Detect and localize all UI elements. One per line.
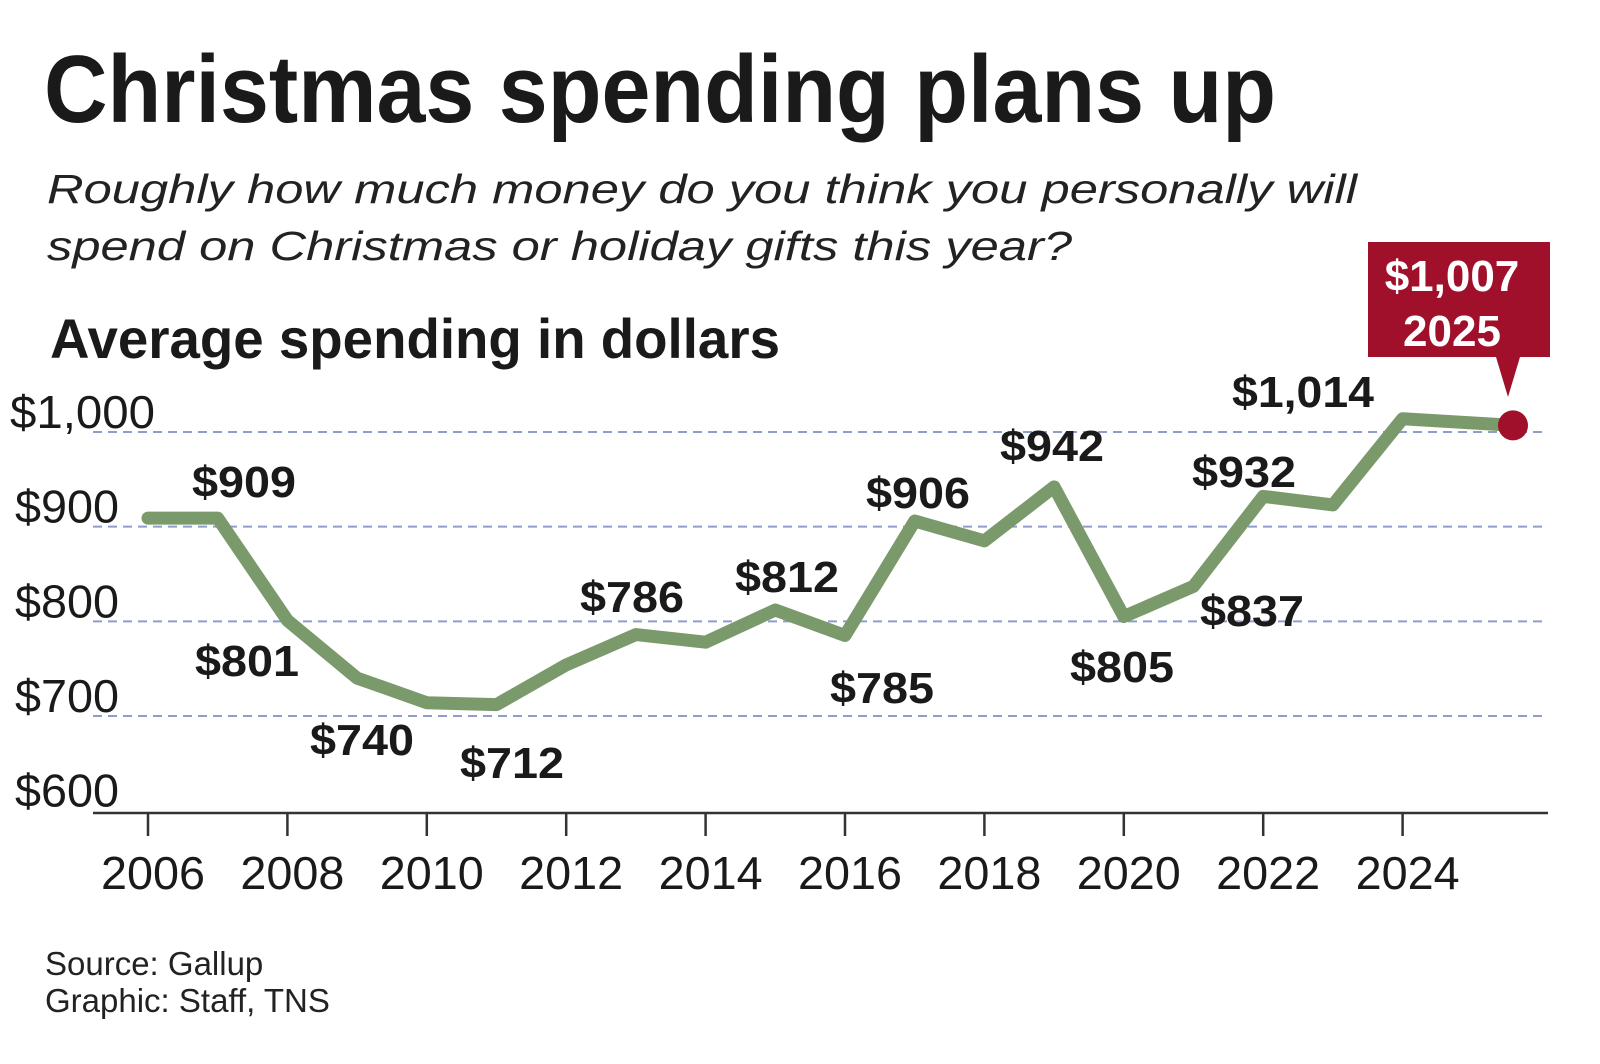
data-label: $932 (1192, 448, 1296, 497)
x-tick-label: 2018 (937, 847, 1041, 899)
x-tick-label: 2024 (1356, 847, 1460, 899)
x-tick-label: 2012 (519, 847, 623, 899)
x-tick-label: 2008 (240, 847, 344, 899)
data-label: $740 (310, 716, 414, 765)
data-label: $909 (192, 458, 296, 507)
x-tick-label: 2010 (380, 847, 484, 899)
callout-box (1368, 242, 1550, 397)
y-tick-label: $700 (15, 670, 119, 722)
data-label: $837 (1200, 587, 1304, 636)
highlight-point (1498, 410, 1528, 441)
data-label: $786 (580, 573, 684, 622)
y-tick-label: $600 (15, 765, 119, 817)
data-label: $812 (735, 553, 839, 602)
credit-note: Graphic: Staff, TNS (45, 982, 330, 1019)
highlight-callout: $1,007 2025 (1368, 242, 1550, 397)
chart-heading: Average spending in dollars (50, 307, 780, 370)
data-labels: $909 $801$740 $712 $786 $812 $785 $906 $942 $805… (192, 368, 1375, 788)
series-line (141, 412, 1520, 712)
callout-year: 2025 (1403, 307, 1501, 356)
source-note: Source: Gallup (45, 945, 263, 982)
data-label: $906 (866, 469, 970, 518)
data-label: $942 (1000, 422, 1104, 471)
x-tick-label: 2016 (798, 847, 902, 899)
callout-value: $1,007 (1385, 252, 1520, 301)
x-axis-ticks: 2006 2008 2010 2012 2014 2016 2018 2020 2022 2024 (101, 813, 1460, 899)
chart-title: Christmas spending plans up (44, 36, 1276, 143)
x-tick-label: 2022 (1216, 847, 1320, 899)
chart-subtitle-line1: Roughly how much money do you think you … (47, 166, 1359, 212)
chart-subtitle-line2: spend on Christmas or holiday gifts this… (47, 223, 1072, 269)
data-label: $1,014 (1232, 368, 1375, 417)
x-tick-label: 2006 (101, 847, 205, 899)
data-label: $805 (1070, 643, 1174, 692)
data-label: $801 (195, 637, 299, 686)
y-tick-label: $1,000 (10, 386, 155, 438)
x-tick-label: 2014 (659, 847, 763, 899)
y-tick-label: $900 (15, 481, 119, 533)
x-tick-label: 2020 (1077, 847, 1181, 899)
data-label: $712 (460, 739, 564, 788)
data-label: $785 (830, 664, 934, 713)
y-tick-label: $800 (15, 575, 119, 627)
y-axis-labels: $1,000 $900 $800 $700 $600 (10, 386, 155, 817)
